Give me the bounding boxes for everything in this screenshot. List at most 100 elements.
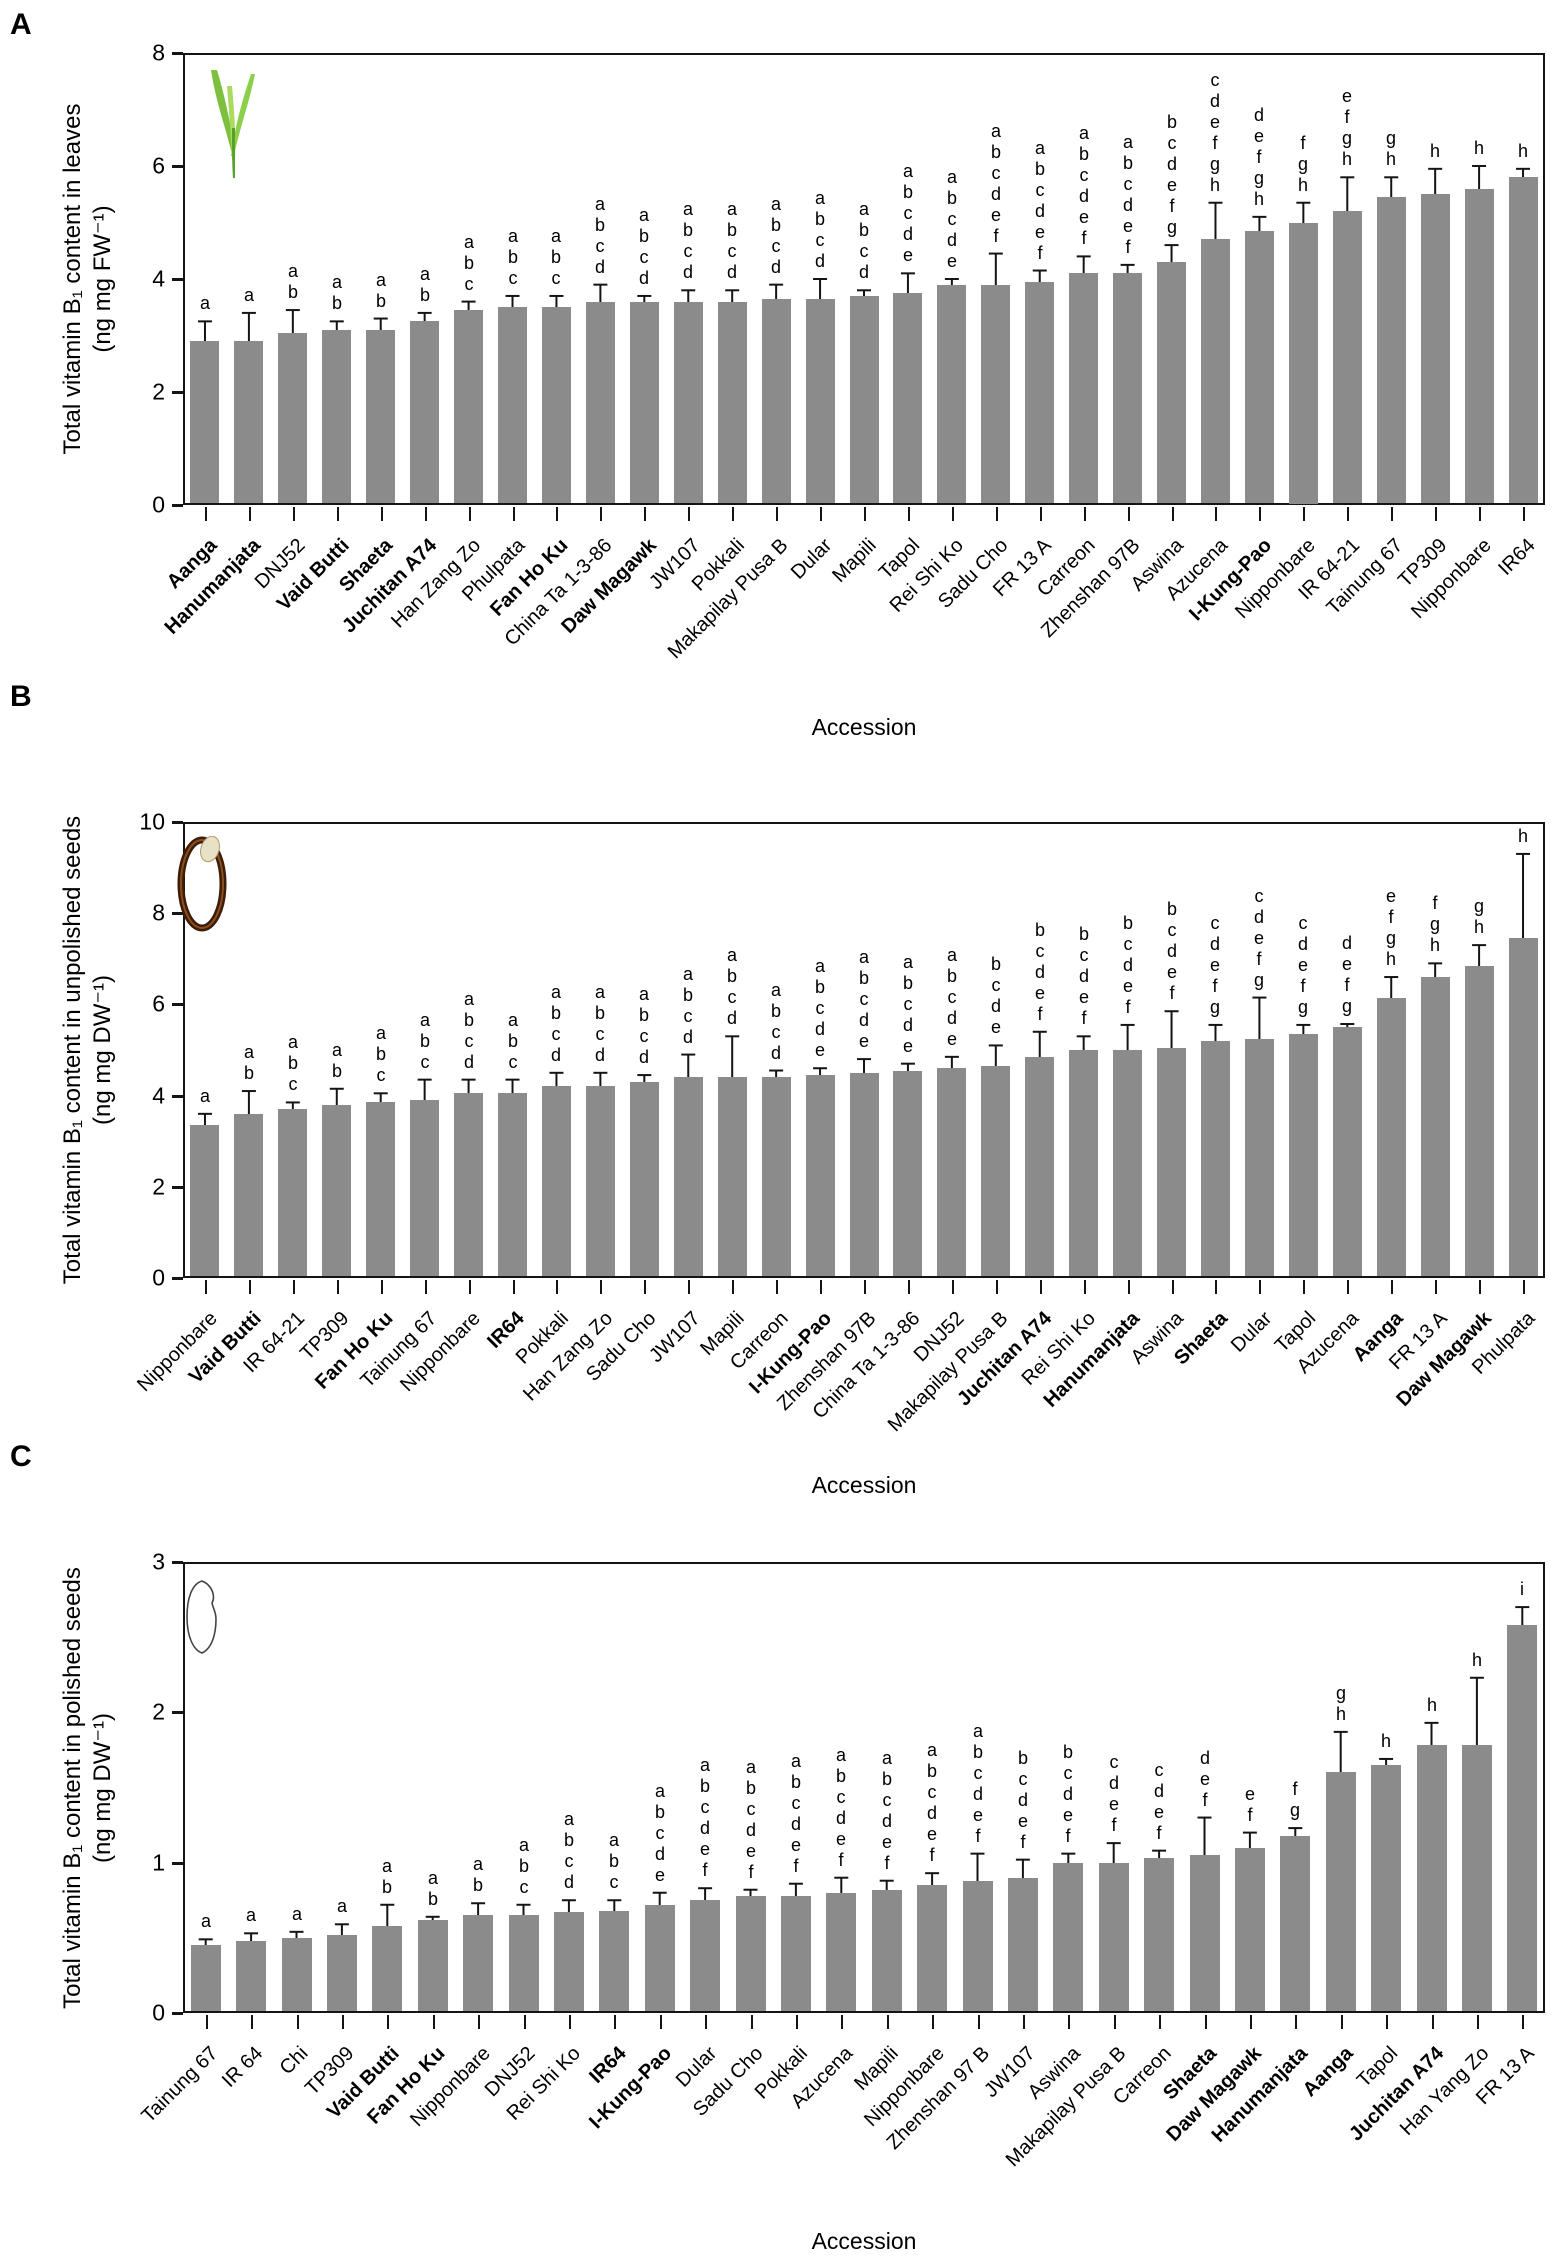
y-tick-label: 2 bbox=[152, 1173, 165, 1200]
bar-fr-13-a bbox=[1507, 1625, 1537, 2011]
x-tick bbox=[1250, 2015, 1252, 2029]
bar-jw107 bbox=[1008, 1878, 1038, 2011]
bar-phulpata bbox=[498, 307, 527, 503]
significance-letters: a b c bbox=[287, 1032, 298, 1094]
significance-letters: a b bbox=[287, 261, 298, 302]
bar-vaid-butti bbox=[234, 1114, 263, 1276]
y-tick bbox=[172, 1095, 183, 1098]
bar-nipponbare bbox=[190, 1125, 219, 1276]
bar-hanumanjata bbox=[1113, 1050, 1142, 1276]
significance-letters: f g h bbox=[1297, 133, 1308, 195]
bar-nipponbare bbox=[917, 1885, 947, 2011]
bar-hanumanjata bbox=[1280, 1836, 1310, 2011]
x-tick bbox=[600, 1280, 602, 1294]
bar-jw107 bbox=[674, 302, 703, 503]
y-tick-label: 2 bbox=[152, 1698, 165, 1725]
x-tick bbox=[205, 1280, 207, 1294]
bar-carreon bbox=[1069, 273, 1098, 503]
y-tick-label: 8 bbox=[152, 899, 165, 926]
significance-letters: a b c d bbox=[726, 945, 737, 1028]
bar-rei-shi-ko bbox=[937, 285, 966, 503]
x-tick bbox=[1068, 2015, 1070, 2029]
x-tick bbox=[1523, 507, 1525, 521]
panel-a-x-axis-title: Accession bbox=[811, 714, 917, 740]
y-tick bbox=[172, 1277, 183, 1280]
bar-daw-magawk bbox=[1235, 1848, 1265, 2011]
y-tick-label: 4 bbox=[152, 1082, 165, 1109]
y-tick bbox=[172, 52, 183, 55]
significance-letters: g h bbox=[1473, 896, 1484, 937]
x-tick bbox=[1477, 2015, 1479, 2029]
panel-c-x-axis-title: Accession bbox=[811, 2228, 917, 2254]
y-tick bbox=[172, 912, 183, 915]
y-tick bbox=[172, 1711, 183, 1714]
significance-letters: c d e f g h bbox=[1209, 70, 1220, 195]
bar-aswina bbox=[1053, 1863, 1083, 2011]
x-tick bbox=[556, 1280, 558, 1294]
x-tick bbox=[1084, 1280, 1086, 1294]
bar-tainung-67 bbox=[1377, 197, 1406, 503]
x-tick bbox=[932, 2015, 934, 2029]
bar-fan-ho-ku bbox=[542, 307, 571, 503]
significance-letters: a b c d bbox=[682, 964, 693, 1047]
significance-letters: a b c d bbox=[594, 194, 605, 277]
significance-letters: a b c d bbox=[858, 199, 869, 282]
y-tick bbox=[172, 2012, 183, 2015]
bar-china-ta-1-3-86 bbox=[586, 302, 615, 503]
x-tick bbox=[1259, 1280, 1261, 1294]
bar-tapol bbox=[893, 293, 922, 503]
x-tick bbox=[524, 2015, 526, 2029]
y-tick-label: 6 bbox=[152, 152, 165, 179]
bar-makapilay-pusa-b bbox=[762, 299, 791, 503]
bar-han-yang-zo bbox=[1462, 1745, 1492, 2011]
y-tick bbox=[172, 1003, 183, 1006]
x-tick bbox=[387, 2015, 389, 2029]
bar-dnj52 bbox=[937, 1068, 966, 1276]
x-category-label: IR64 bbox=[1494, 534, 1540, 580]
bar-makapilay-pusa-b bbox=[1099, 1863, 1129, 2011]
bar-juchitan-a74 bbox=[1025, 1057, 1054, 1276]
panel-b-letter: B bbox=[10, 680, 32, 713]
panel-b-x-axis-title: Accession bbox=[811, 1472, 917, 1498]
x-tick bbox=[1023, 2015, 1025, 2029]
y-tick-label: 0 bbox=[152, 1999, 165, 2026]
x-tick bbox=[425, 507, 427, 521]
bar-rei-shi-ko bbox=[1069, 1050, 1098, 1276]
significance-letters: a b c d e f bbox=[926, 1740, 937, 1865]
significance-letters: a bbox=[200, 1911, 211, 1931]
bar-zhenshan-97-b bbox=[963, 1881, 993, 2011]
x-tick bbox=[1347, 1280, 1349, 1294]
x-tick bbox=[556, 507, 558, 521]
significance-letters: a b c d e bbox=[858, 947, 869, 1051]
y-tick-label: 0 bbox=[152, 491, 165, 518]
bar-i-kung-pao bbox=[806, 1075, 835, 1276]
polished-grain-icon bbox=[186, 1580, 217, 1654]
bar-sadu-cho bbox=[736, 1896, 766, 2011]
x-tick bbox=[433, 2015, 435, 2029]
significance-letters: a b c d e f bbox=[1034, 138, 1045, 263]
significance-letters: h bbox=[1517, 826, 1528, 846]
bar-hanumanjata bbox=[234, 341, 263, 503]
x-tick bbox=[908, 507, 910, 521]
unpolished-seed-icon bbox=[177, 836, 227, 932]
panel-a-y-axis-title-line1: Total vitamin B₁ content in leaves bbox=[59, 103, 86, 455]
significance-letters: a b c bbox=[550, 226, 561, 288]
bar-dular bbox=[1245, 1039, 1274, 1276]
bar-azucena bbox=[826, 1893, 856, 2011]
significance-letters: a b bbox=[381, 1856, 392, 1897]
bar-i-kung-pao bbox=[1245, 231, 1274, 503]
x-tick bbox=[952, 507, 954, 521]
significance-letters: a b c d e f bbox=[790, 1751, 801, 1876]
x-tick bbox=[751, 2015, 753, 2029]
significance-letters: f g bbox=[1289, 1779, 1300, 1820]
bar-nipponbare bbox=[1465, 189, 1494, 503]
y-tick-label: 10 bbox=[139, 808, 165, 835]
significance-letters: a b c d e f bbox=[881, 1748, 892, 1873]
bar-rei-shi-ko bbox=[554, 1912, 584, 2011]
bar-mapili bbox=[850, 296, 879, 503]
bar-shaeta bbox=[1190, 1855, 1220, 2011]
bar-pokkali bbox=[781, 1896, 811, 2011]
significance-letters: a b c d bbox=[726, 199, 737, 282]
axes-box bbox=[183, 1562, 1545, 2013]
